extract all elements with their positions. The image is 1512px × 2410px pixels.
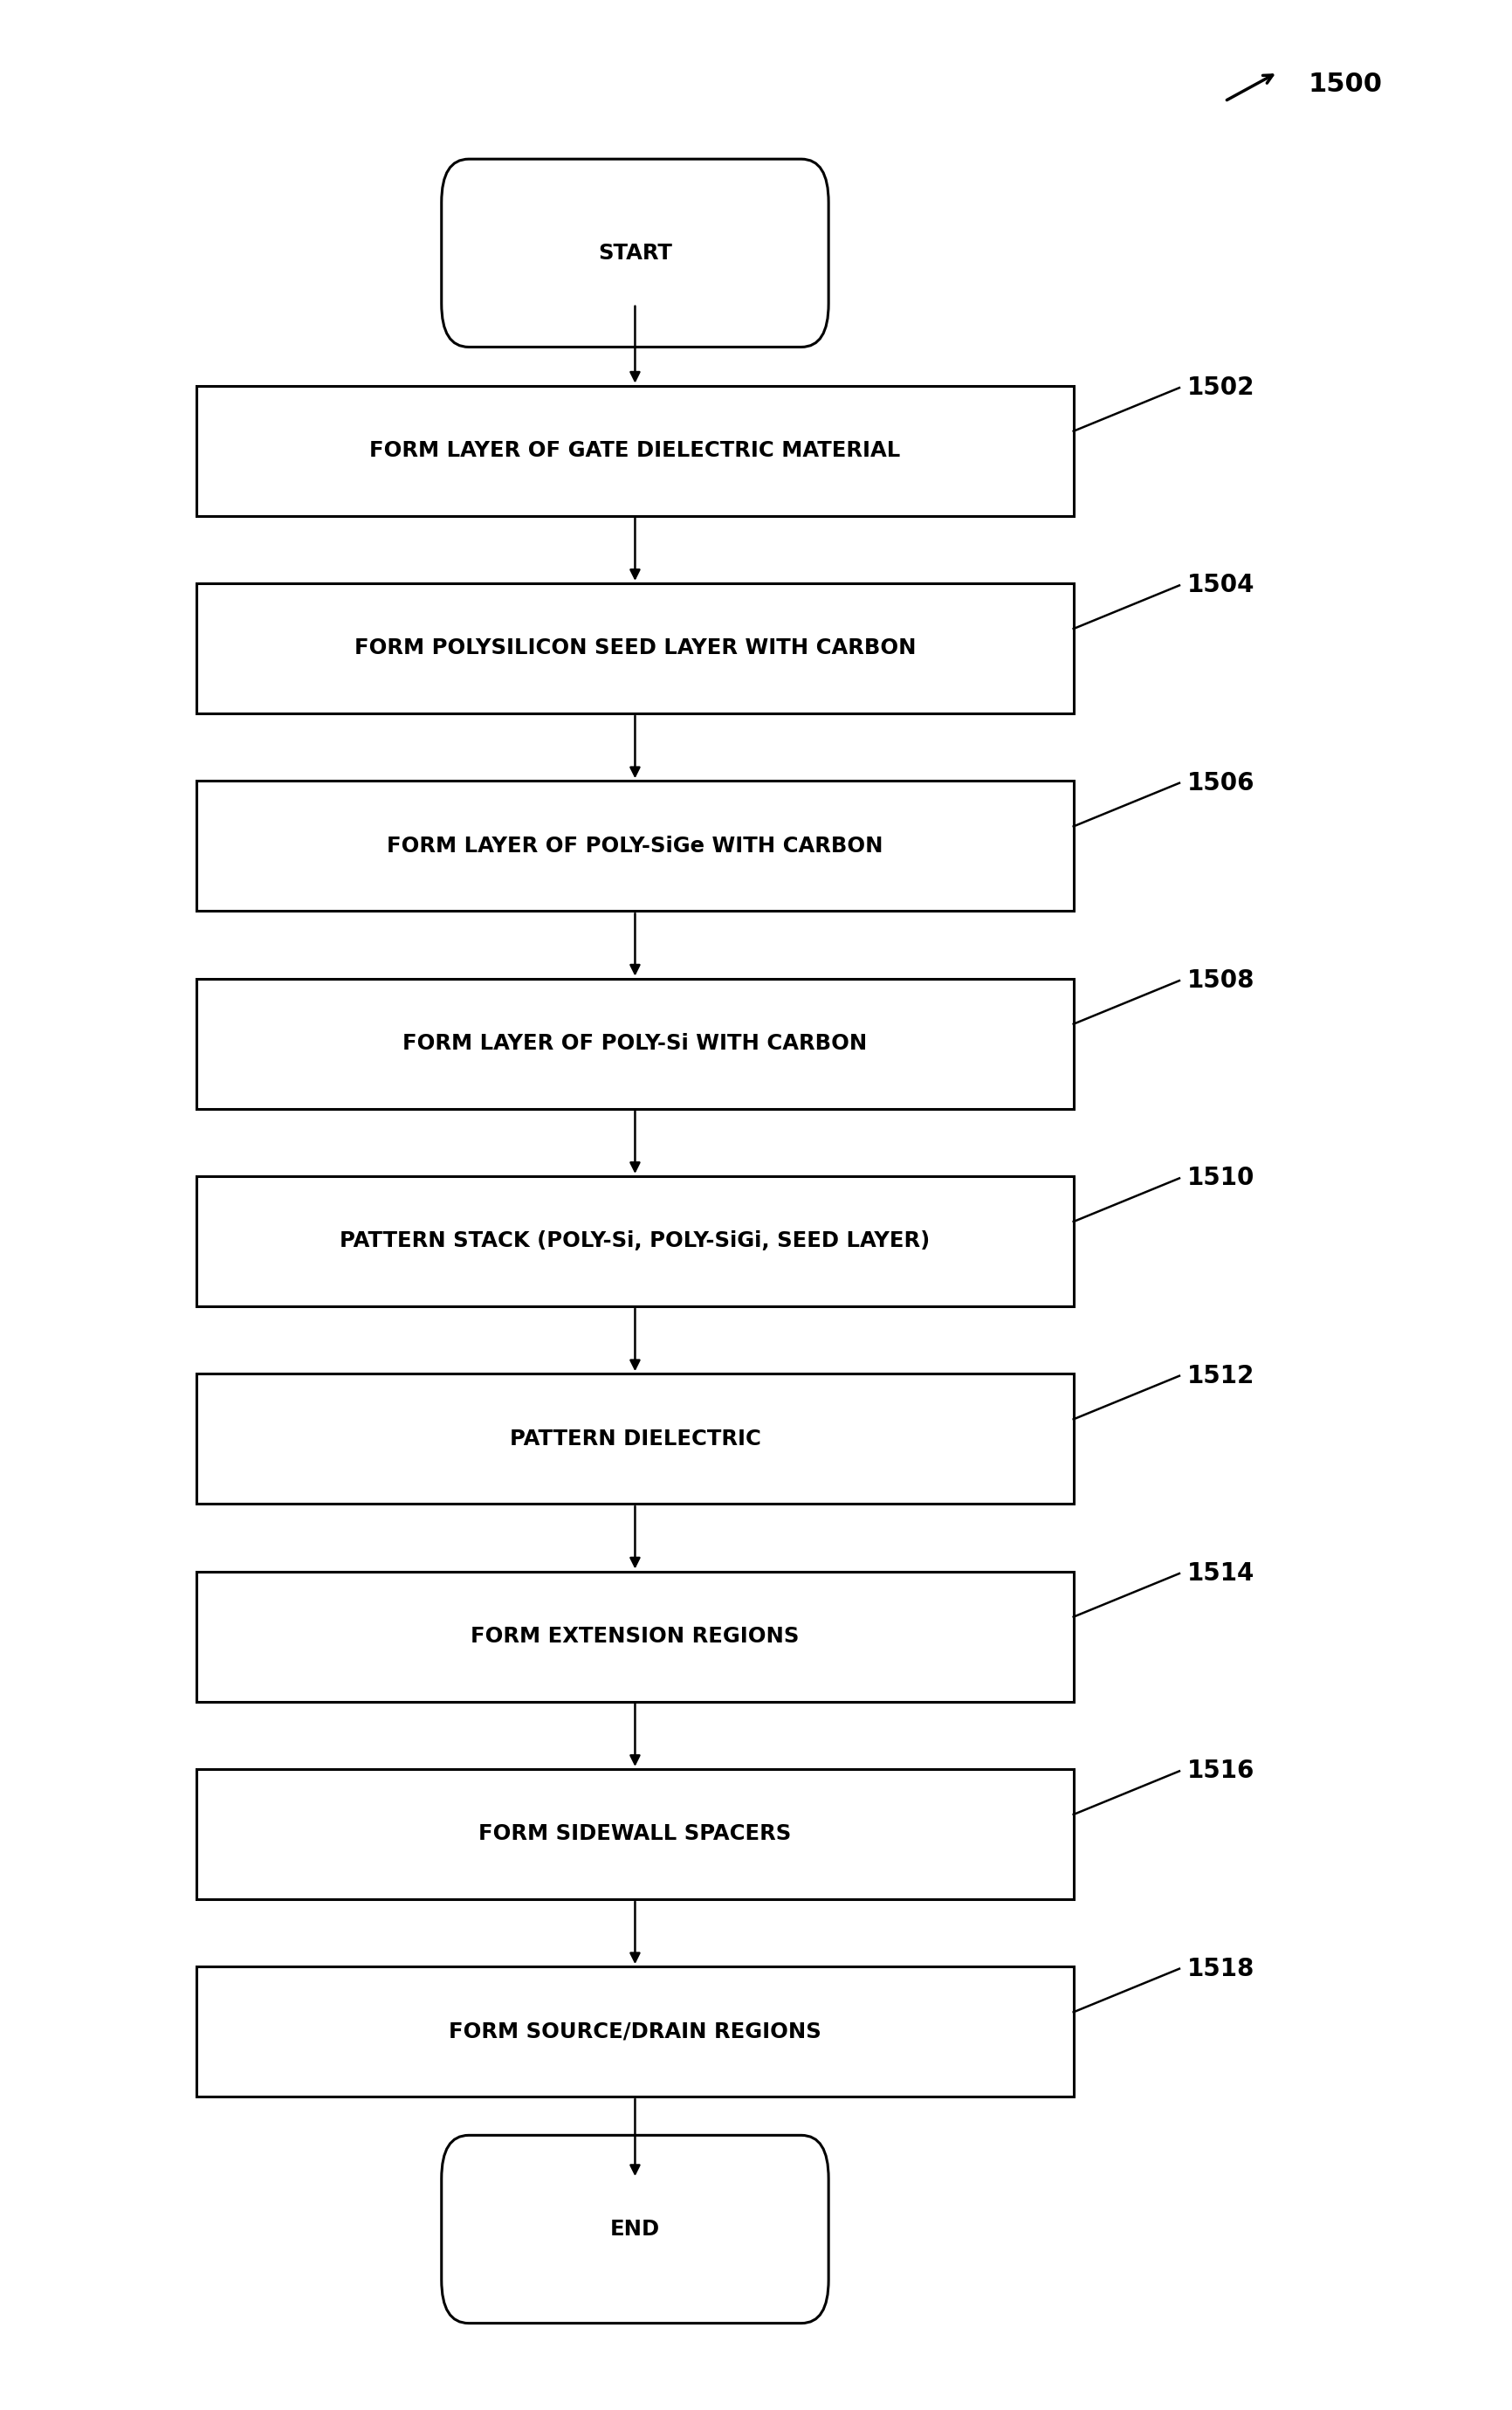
FancyBboxPatch shape <box>442 2135 829 2323</box>
Bar <box>197 1374 1074 1504</box>
Text: FORM SOURCE/DRAIN REGIONS: FORM SOURCE/DRAIN REGIONS <box>449 2022 821 2041</box>
Text: 1508: 1508 <box>1187 969 1255 993</box>
Bar <box>197 386 1074 516</box>
Text: PATTERN DIELECTRIC: PATTERN DIELECTRIC <box>510 1429 761 1448</box>
Bar <box>197 1571 1074 1701</box>
Bar <box>197 781 1074 911</box>
Text: FORM LAYER OF POLY-Si WITH CARBON: FORM LAYER OF POLY-Si WITH CARBON <box>402 1034 868 1053</box>
FancyBboxPatch shape <box>442 159 829 347</box>
Bar <box>197 1769 1074 1899</box>
Bar <box>197 1967 1074 2097</box>
Text: PATTERN STACK (POLY-Si, POLY-SiGi, SEED LAYER): PATTERN STACK (POLY-Si, POLY-SiGi, SEED … <box>340 1232 930 1251</box>
Text: START: START <box>597 243 673 263</box>
Text: FORM LAYER OF POLY-SiGe WITH CARBON: FORM LAYER OF POLY-SiGe WITH CARBON <box>387 836 883 856</box>
Text: END: END <box>611 2220 659 2239</box>
Text: 1502: 1502 <box>1187 376 1255 400</box>
Bar <box>197 583 1074 713</box>
Text: 1506: 1506 <box>1187 771 1255 795</box>
Text: FORM LAYER OF GATE DIELECTRIC MATERIAL: FORM LAYER OF GATE DIELECTRIC MATERIAL <box>369 441 901 460</box>
Text: FORM EXTENSION REGIONS: FORM EXTENSION REGIONS <box>470 1627 800 1646</box>
Bar <box>197 978 1074 1109</box>
Text: 1504: 1504 <box>1187 574 1255 598</box>
Text: 1500: 1500 <box>1308 72 1382 96</box>
Text: 1516: 1516 <box>1187 1759 1255 1783</box>
Text: 1518: 1518 <box>1187 1957 1255 1981</box>
Text: 1514: 1514 <box>1187 1562 1255 1586</box>
Text: FORM POLYSILICON SEED LAYER WITH CARBON: FORM POLYSILICON SEED LAYER WITH CARBON <box>354 639 916 658</box>
Bar <box>197 1176 1074 1306</box>
Text: FORM SIDEWALL SPACERS: FORM SIDEWALL SPACERS <box>479 1824 791 1844</box>
Text: 1512: 1512 <box>1187 1364 1255 1388</box>
Text: 1510: 1510 <box>1187 1166 1255 1191</box>
